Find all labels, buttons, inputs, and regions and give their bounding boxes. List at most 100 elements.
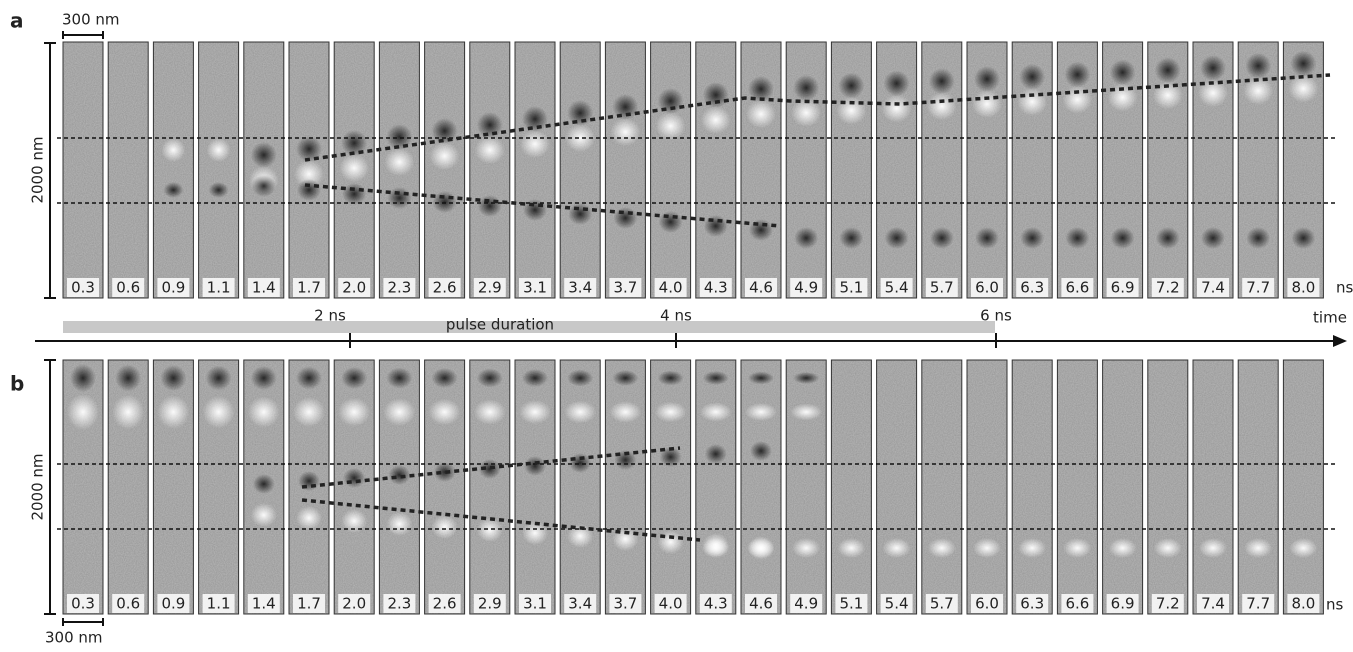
frame-label: 4.3: [704, 279, 728, 297]
blob: [247, 396, 280, 428]
frame-noise: [605, 42, 646, 298]
blob: [338, 397, 371, 427]
blob: [883, 70, 910, 97]
pulse-label: pulse duration: [446, 316, 554, 334]
frame: 0.6: [107, 359, 149, 615]
blob: [972, 90, 1002, 118]
blob: [928, 68, 955, 95]
frame-label-bg: [1061, 594, 1094, 613]
frame-label-bg: [293, 594, 325, 613]
frame: 2.6: [424, 359, 466, 615]
blob: [296, 366, 322, 390]
blob: [839, 227, 864, 249]
frame: 6.3: [1011, 359, 1053, 615]
frame-label-bg: [745, 278, 777, 297]
blob: [564, 400, 597, 424]
blob: [927, 538, 956, 558]
frame-noise: [424, 360, 465, 614]
frame-label-bg: [338, 594, 371, 613]
frame-noise: [198, 42, 239, 298]
frame-label: 8.0: [1291, 595, 1315, 613]
blob: [386, 512, 413, 536]
frame-noise: [560, 42, 601, 298]
frame: 6.3: [1011, 41, 1053, 299]
frame-label-bg: [699, 594, 732, 613]
frame-border: [695, 41, 737, 299]
frame: 6.9: [1102, 359, 1144, 615]
frame-label-bg: [835, 278, 868, 297]
blob: [342, 183, 367, 205]
frame-border: [152, 41, 194, 299]
frame-border: [876, 359, 918, 615]
blob: [793, 372, 820, 384]
frame: 3.1: [514, 359, 556, 615]
frame-label-bg: [1197, 278, 1229, 297]
blob: [293, 397, 325, 427]
blob: [568, 203, 593, 225]
scale-bar: [62, 31, 104, 39]
frame-label: 3.4: [568, 595, 592, 613]
frame-label: 1.1: [207, 595, 231, 613]
blob: [704, 444, 727, 464]
blob: [1018, 538, 1047, 558]
blob: [565, 124, 596, 152]
frame-noise: [1012, 360, 1053, 614]
blob: [522, 106, 548, 132]
frame-label-bg: [609, 594, 642, 613]
frame-noise: [650, 42, 691, 298]
frame-noise: [1057, 360, 1098, 614]
frame-label-bg: [428, 594, 461, 613]
frame-label-bg: [112, 278, 145, 297]
blob: [1107, 83, 1138, 112]
blob: [431, 515, 458, 539]
frame-border: [1147, 41, 1189, 299]
blob: [1019, 63, 1046, 90]
frame: 6.0: [966, 41, 1008, 299]
frame-noise: [695, 42, 736, 298]
frame-noise: [63, 42, 103, 298]
blob: [297, 179, 321, 201]
blob: [160, 365, 187, 391]
frame-noise: [1238, 360, 1279, 614]
blob: [745, 403, 777, 421]
frame-border: [650, 41, 692, 299]
blob: [792, 538, 821, 558]
blob: [569, 453, 592, 473]
frame-label: 7.7: [1246, 279, 1270, 297]
frame-border: [288, 41, 330, 299]
blob: [790, 403, 823, 421]
frame-label: 6.0: [975, 595, 999, 613]
blob: [383, 398, 416, 426]
frame: 7.7: [1237, 41, 1279, 299]
frame-label-bg: [880, 594, 913, 613]
blob: [252, 474, 275, 494]
blob: [1109, 59, 1136, 86]
blob: [520, 130, 550, 158]
blob: [429, 142, 460, 170]
frame: 8.0: [1282, 359, 1324, 615]
frame-label: 2.6: [433, 595, 457, 613]
blob: [206, 138, 231, 162]
frame-border: [469, 41, 511, 299]
arrow-head: [1333, 335, 1347, 347]
time-tick-label: 6 ns: [980, 307, 1012, 325]
blob: [388, 465, 411, 485]
frame: 7.7: [1237, 359, 1279, 615]
frame-border: [1147, 359, 1189, 615]
frame-label: 0.9: [161, 279, 185, 297]
frame-noise: [831, 360, 872, 614]
blob: [251, 175, 276, 197]
blob: [431, 118, 458, 144]
frame-label: 2.0: [342, 595, 366, 613]
frame-label-bg: [519, 278, 551, 297]
frame-label-bg: [1061, 278, 1094, 297]
blob: [473, 399, 506, 425]
blob: [519, 400, 551, 424]
blob: [1244, 538, 1273, 558]
blob: [657, 88, 684, 114]
frame-label: 6.3: [1020, 595, 1044, 613]
blob: [926, 92, 957, 121]
frame-border: [785, 359, 827, 615]
frame: 0.3: [62, 41, 104, 299]
frame-label: 5.1: [839, 279, 863, 297]
